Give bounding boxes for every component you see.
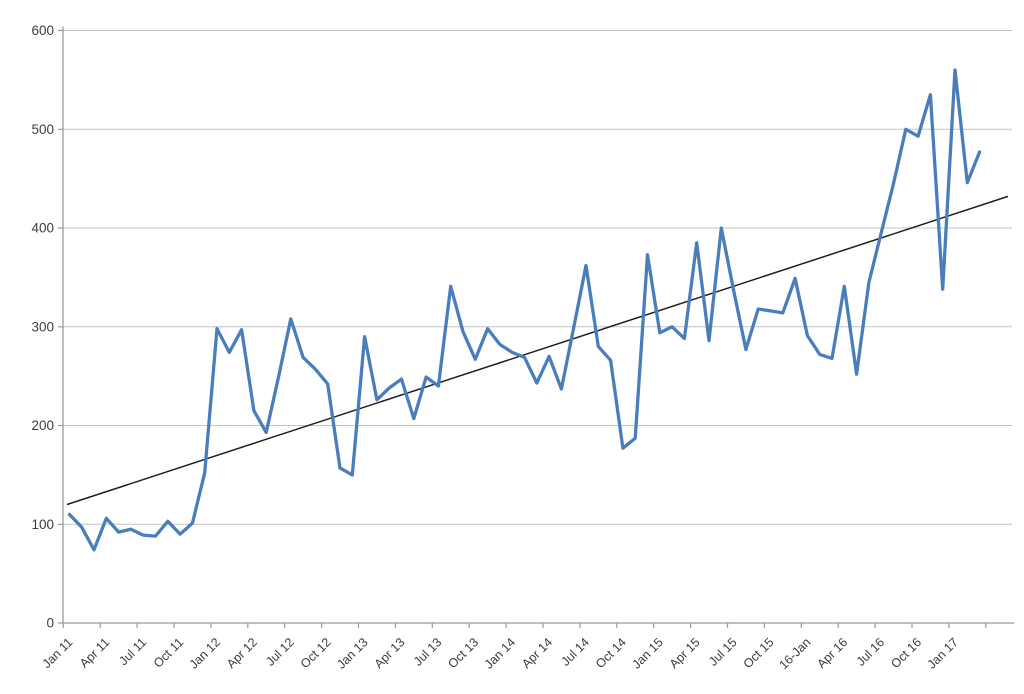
x-axis-label: Oct 13 [445,635,481,671]
y-axis-label: 300 [31,319,54,334]
x-axis-label: Apr 15 [667,635,703,671]
x-axis-label: Jul 11 [116,635,149,668]
x-axis-label: Jul 12 [263,635,297,669]
x-axis-label: Jan 11 [40,635,76,671]
x-axis-label: Apr 16 [814,635,850,671]
y-axis-label: 0 [46,616,54,631]
x-axis-label: Oct 11 [151,635,186,670]
y-axis-label: 400 [31,221,54,236]
x-axis-label: Oct 15 [741,635,777,671]
x-axis-label: Apr 14 [519,635,555,671]
y-axis-label: 600 [31,23,54,38]
x-axis-label: 16-Jan [776,635,813,672]
x-axis-label: Jul 16 [854,635,888,669]
x-axis-label: Oct 14 [593,635,629,671]
trendline [66,195,1009,506]
x-axis-label: Jan 17 [925,635,961,671]
y-axis-label: 200 [31,418,54,433]
x-axis-label: Jul 15 [706,635,740,669]
x-axis-label: Jan 12 [187,635,223,671]
x-axis-label: Jan 13 [334,635,370,671]
data-series-line [67,68,982,552]
x-axis-label: Jul 13 [411,635,445,669]
x-axis-label: Oct 16 [888,635,924,671]
x-axis-label: Apr 13 [372,635,408,671]
x-axis-label: Jul 14 [559,635,593,669]
x-axis-label: Jan 15 [629,635,665,671]
x-axis-label: Oct 12 [298,635,334,671]
y-axis-label: 100 [31,517,54,532]
y-axis-label: 500 [31,122,54,137]
x-axis-label: Apr 11 [77,635,112,670]
x-axis-label: Jan 14 [482,635,518,671]
x-axis-label: Apr 12 [224,635,260,671]
